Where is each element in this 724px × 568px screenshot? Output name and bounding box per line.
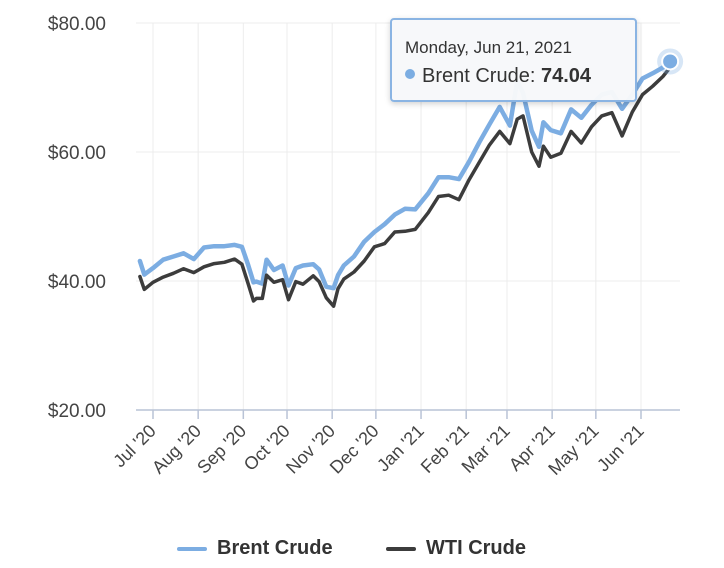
legend-line-icon bbox=[177, 546, 207, 551]
y-tick-label: $80.00 bbox=[48, 14, 106, 35]
series-lines bbox=[137, 59, 673, 308]
y-tick-label: $60.00 bbox=[48, 143, 106, 164]
x-tick-label: Jun '21 bbox=[593, 421, 648, 476]
legend-label: WTI Crude bbox=[426, 537, 526, 559]
y-tick-label: $40.00 bbox=[48, 272, 106, 293]
tooltip-series-label: Brent Crude: bbox=[422, 65, 541, 87]
y-tick-label: $20.00 bbox=[48, 401, 106, 422]
tooltip-series-dot-icon bbox=[405, 69, 415, 79]
y-axis-ticks: $20.00 $40.00 $60.00 $80.00 bbox=[48, 14, 106, 422]
tooltip: Monday, Jun 21, 2021 Brent Crude: 74.04 bbox=[390, 18, 637, 102]
hover-marker[interactable] bbox=[657, 48, 684, 75]
tooltip-row: Brent Crude: 74.04 bbox=[405, 65, 591, 88]
chart-legend: Brent Crude WTI Crude bbox=[0, 537, 724, 563]
tooltip-date: Monday, Jun 21, 2021 bbox=[405, 38, 572, 57]
hover-point[interactable] bbox=[661, 52, 680, 71]
tooltip-value: 74.04 bbox=[540, 65, 592, 87]
legend-label: Brent Crude bbox=[217, 537, 333, 559]
legend-item-wti[interactable]: WTI Crude bbox=[386, 537, 526, 560]
x-axis bbox=[136, 409, 680, 419]
x-tick-label: Dec '20 bbox=[326, 421, 383, 478]
x-tick-label: Jan '21 bbox=[373, 421, 428, 476]
series-line-wti-crude[interactable] bbox=[138, 65, 672, 308]
legend-line-icon bbox=[386, 546, 416, 551]
series-line-brent-crude[interactable] bbox=[137, 59, 673, 291]
x-tick-label: Aug '20 bbox=[148, 421, 205, 478]
x-tick-label: Sep '20 bbox=[193, 421, 250, 478]
legend-item-brent[interactable]: Brent Crude bbox=[177, 537, 333, 560]
